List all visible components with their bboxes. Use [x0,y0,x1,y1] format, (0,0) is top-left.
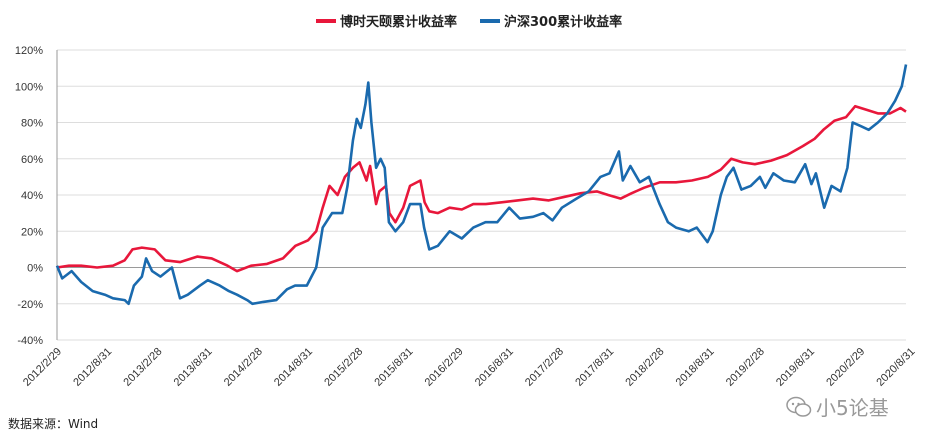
x-tick-label: 2015/2/28 [322,346,365,389]
legend-label-index: 沪深300累计收益率 [504,14,622,30]
x-tick-label: 2019/8/31 [774,346,817,389]
y-tick-label: 40% [21,190,43,202]
x-tick-label: 2012/2/29 [21,346,64,389]
legend-label-fund: 博时天颐累计收益率 [340,14,457,30]
y-tick-label: 60% [21,154,43,166]
x-tick-label: 2012/8/31 [71,346,114,389]
y-tick-label: 0% [27,263,43,275]
series-line-index [55,64,908,306]
x-tick-label: 2020/8/31 [874,346,917,389]
gridlines [56,49,906,341]
watermark-text: 小5论基 [816,396,889,420]
x-tick-label: 2017/2/28 [523,346,566,389]
wechat-icon [786,396,812,417]
y-tick-label: -20% [17,299,43,311]
y-axis-ticks: -40% -20% 0% 20% 40% 60% 80% 100% 120% [15,45,43,347]
x-tick-label: 2013/8/31 [172,346,215,389]
x-tick-label: 2018/2/28 [623,346,666,389]
series-line-fund [56,104,907,273]
x-tick-label: 2017/8/31 [573,346,616,389]
x-tick-label: 2015/8/31 [372,346,415,389]
series-lines [55,64,908,306]
watermark: 小5论基 [786,392,889,421]
x-tick-label: 2016/8/31 [473,346,516,389]
y-tick-label: 120% [15,45,43,57]
x-tick-label: 2019/2/28 [724,346,767,389]
y-tick-label: -40% [17,335,43,347]
x-tick-label: 2016/2/29 [423,346,466,389]
y-tick-label: 100% [15,81,43,93]
source-note: 数据来源：Wind [8,417,99,431]
legend: 博时天颐累计收益率 沪深300累计收益率 [316,14,622,30]
x-tick-label: 2014/8/31 [272,346,315,389]
y-tick-label: 20% [21,226,43,238]
y-tick-label: 80% [21,118,43,130]
x-tick-label: 2020/2/29 [824,346,867,389]
x-axis-ticks: 2012/2/29 2012/8/31 2013/2/28 2013/8/31 2014… [21,346,917,389]
x-tick-label: 2013/2/28 [121,346,164,389]
x-tick-label: 2018/8/31 [674,346,717,389]
x-tick-label: 2014/2/28 [222,346,265,389]
